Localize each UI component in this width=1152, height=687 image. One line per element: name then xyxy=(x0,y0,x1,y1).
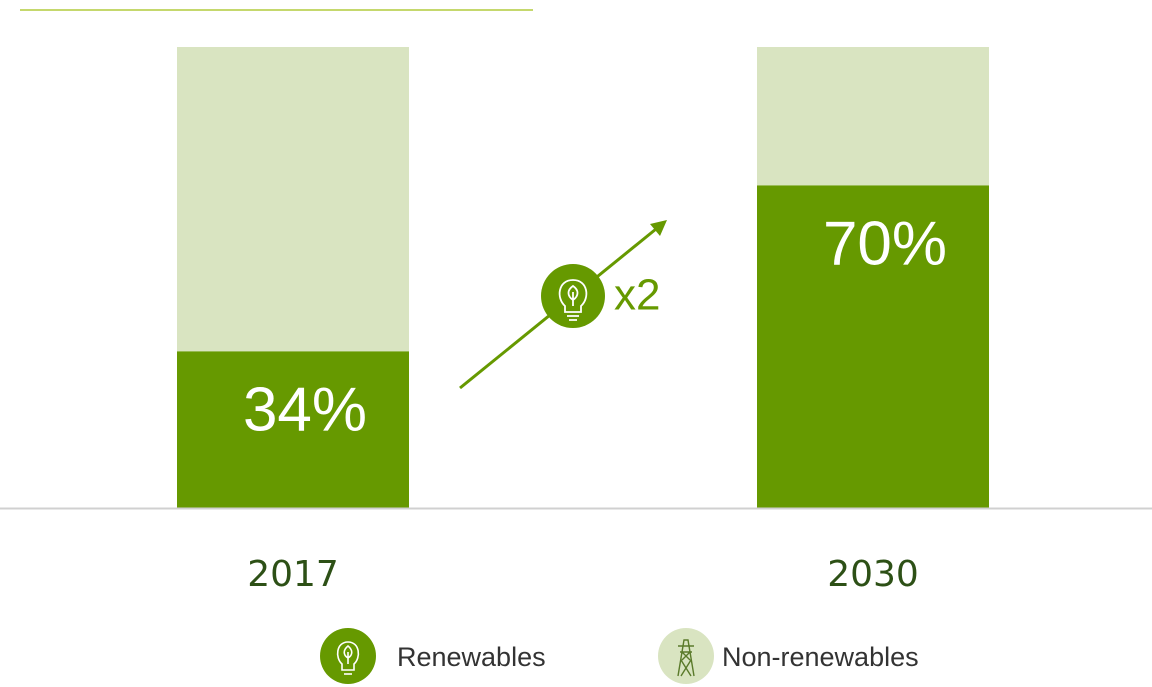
bar-segment xyxy=(177,351,409,508)
annotation: x2 xyxy=(614,271,660,320)
bar-segment xyxy=(757,47,989,186)
bulb-icon xyxy=(558,279,588,321)
bar-segment xyxy=(177,47,409,352)
x-tick-label: 2017 xyxy=(247,554,339,595)
x-tick-label: 2030 xyxy=(827,554,919,595)
legend: Renewables Non-renewables xyxy=(320,628,919,684)
legend-label: Non-renewables xyxy=(722,642,919,672)
legend-pylon-icon xyxy=(677,639,695,677)
data-label: 70% xyxy=(823,210,947,279)
legend-bulb-icon xyxy=(336,641,360,675)
bars: 34% 70% xyxy=(177,47,989,509)
bar-segment xyxy=(757,185,989,509)
growth-arrow: x2 xyxy=(459,220,667,390)
data-label: 34% xyxy=(243,376,367,445)
legend-label: Renewables xyxy=(397,642,546,672)
arrow-head xyxy=(650,220,667,236)
